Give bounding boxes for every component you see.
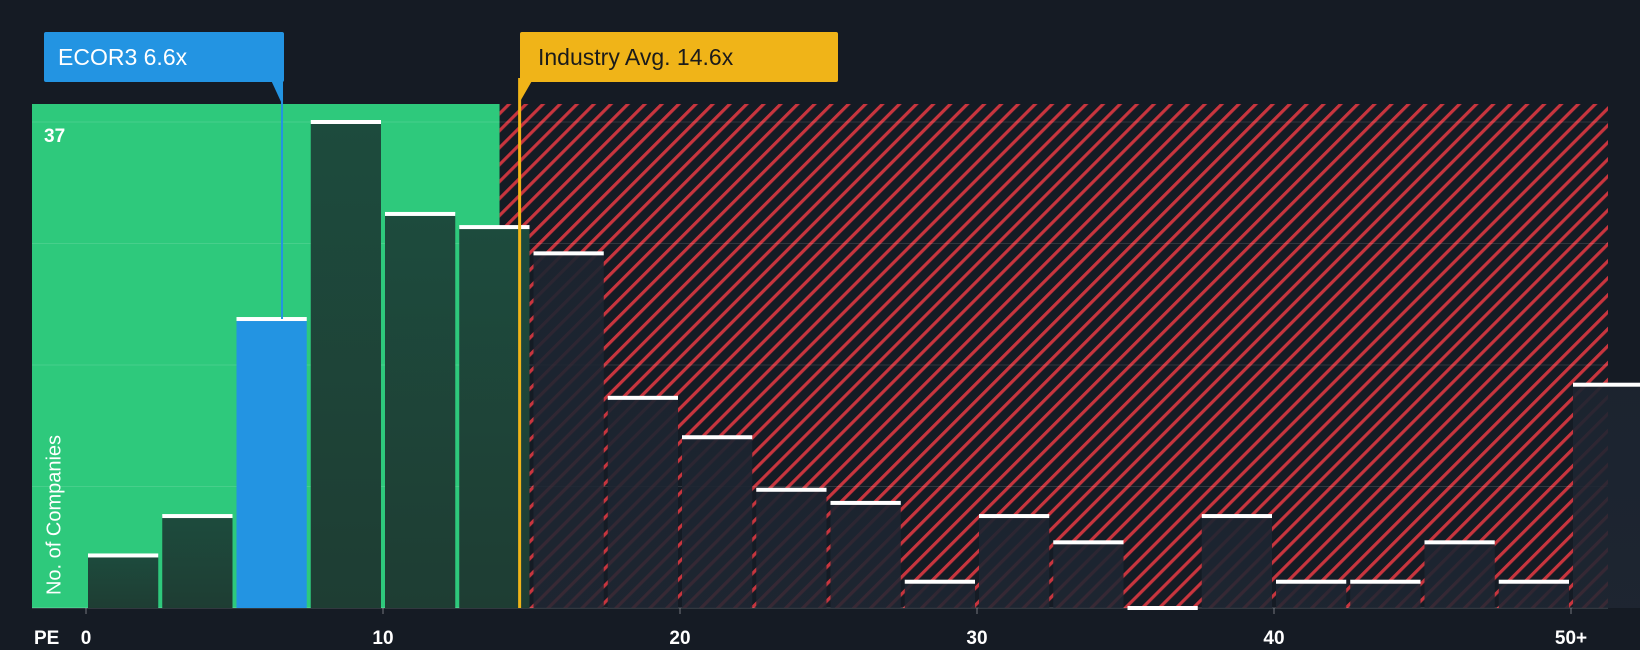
company-callout-pointer	[270, 78, 283, 104]
company-pe-callout: ECOR3 6.6x	[44, 32, 284, 82]
bar-11	[904, 581, 975, 608]
bar-cap-4	[385, 211, 456, 216]
bar-1	[162, 516, 233, 608]
y-max-label: 37	[44, 126, 66, 147]
x-tick-label: 30	[966, 628, 988, 649]
bar-cap-6	[533, 251, 604, 256]
bar-cap-0	[88, 553, 159, 558]
bar-16	[1276, 581, 1347, 608]
bar-cap-15	[1201, 514, 1272, 519]
bar-12	[979, 516, 1050, 608]
bar-cap-11	[904, 579, 975, 584]
industry-avg-callout: Industry Avg. 14.6x	[520, 32, 838, 82]
bar-4	[385, 213, 456, 608]
x-tick-label: 20	[669, 628, 691, 649]
bar-3	[310, 122, 381, 608]
bar-13	[1053, 542, 1124, 608]
x-tick-label: 0	[80, 628, 92, 649]
bar-cap-12	[979, 514, 1050, 519]
bar-cap-19	[1498, 579, 1569, 584]
y-axis-title: No. of Companies	[43, 434, 66, 596]
bar-cap-9	[756, 487, 827, 492]
bar-cap-5	[459, 225, 530, 230]
bar-10	[830, 502, 901, 608]
bar-2	[236, 319, 307, 608]
bar-cap-10	[830, 500, 901, 505]
x-tick-label: 50+	[1554, 628, 1588, 649]
bar-cap-7	[607, 395, 678, 400]
bar-6	[533, 253, 604, 608]
bar-cap-18	[1424, 540, 1495, 545]
bar-19	[1498, 581, 1569, 608]
bar-cap-13	[1053, 540, 1124, 545]
bar-cap-20	[1573, 382, 1640, 387]
x-tick-label: 10	[372, 628, 394, 649]
bar-cap-14	[1127, 606, 1198, 610]
bar-18	[1424, 542, 1495, 608]
bar-5	[459, 227, 530, 608]
bar-cap-17	[1350, 579, 1421, 584]
bar-15	[1201, 516, 1272, 608]
bar-9	[756, 489, 827, 608]
bar-20	[1573, 384, 1640, 608]
bar-cap-2	[236, 317, 307, 322]
x-tick-label: 40	[1263, 628, 1285, 649]
bar-cap-1	[162, 514, 233, 519]
bar-0	[88, 555, 159, 608]
industry-callout-pointer	[518, 78, 534, 104]
bar-cap-16	[1276, 579, 1347, 584]
x-axis-title: PE	[34, 628, 60, 649]
bar-7	[607, 397, 678, 608]
bar-8	[682, 437, 753, 608]
bar-cap-8	[682, 435, 753, 440]
bar-cap-3	[310, 120, 381, 124]
bar-17	[1350, 581, 1421, 608]
